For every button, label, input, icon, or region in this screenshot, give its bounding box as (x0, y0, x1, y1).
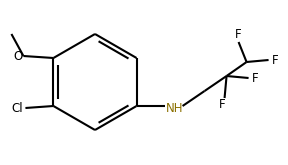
Text: F: F (252, 71, 259, 84)
Text: Cl: Cl (12, 101, 23, 115)
Text: F: F (272, 53, 279, 66)
Text: F: F (235, 29, 242, 42)
Text: NH: NH (166, 101, 183, 115)
Text: O: O (13, 50, 22, 63)
Text: F: F (219, 99, 226, 112)
